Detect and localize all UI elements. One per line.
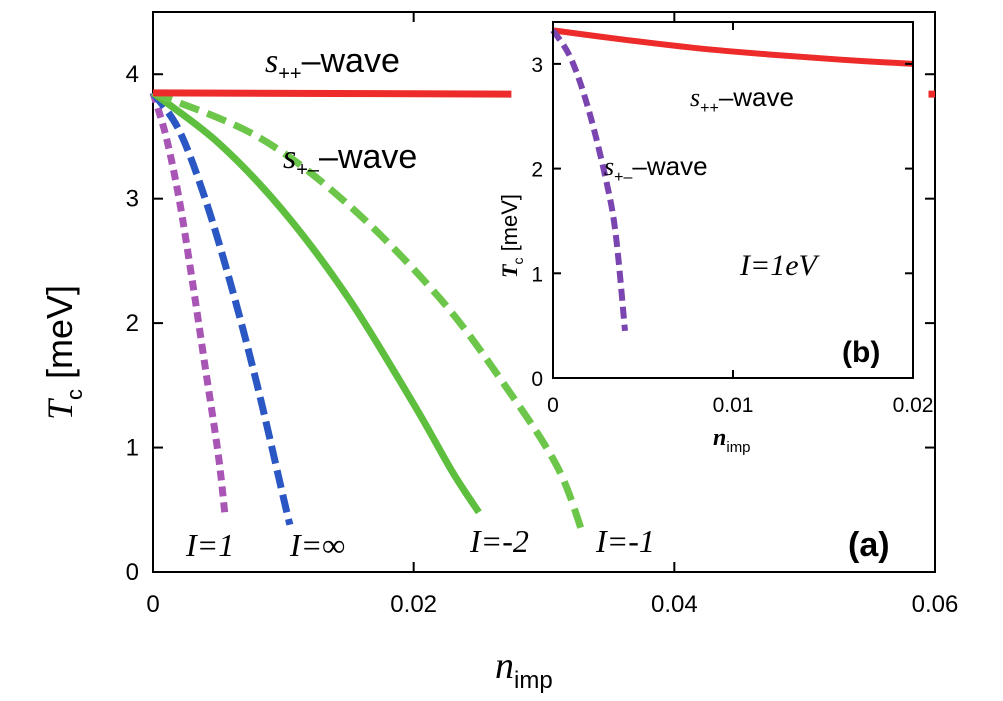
s-pm-text: –wave [319, 138, 417, 176]
series-line [149, 91, 229, 513]
inset-s-pp-sym: s [690, 83, 700, 112]
inset-s-pp-sub: ++ [700, 100, 719, 117]
y-tick-label: 2 [126, 310, 139, 337]
y-tick-label: 0 [126, 559, 139, 586]
inset-x-axis-label: nimp [713, 425, 751, 456]
inset-x-sub: imp [726, 439, 750, 456]
y-tick-label: 3 [126, 186, 139, 213]
y-tick-label: 1 [531, 263, 543, 286]
y-tick-label: 1 [126, 435, 139, 462]
label-Im1: I=-1 [595, 523, 655, 559]
inset-y-sub: c [510, 258, 526, 265]
x-tick-label: 0 [547, 394, 559, 417]
inset-s-pp-text: –wave [719, 82, 794, 112]
main-y-axis-label: Tc [meV] [39, 285, 87, 420]
inset-y-main: T [497, 263, 522, 278]
y-tick-label: 4 [126, 61, 139, 88]
inset-x-main: n [713, 425, 726, 451]
s-pm-sym: s [283, 139, 296, 176]
series-line [151, 89, 587, 536]
s-pm-sub: +– [296, 159, 320, 181]
label-Iinf: I=∞ [289, 527, 345, 563]
s-pp-label-inset: s++–wave [690, 82, 794, 117]
inset-y-axis-label: Tc [meV] [497, 194, 526, 278]
x-tick-label: 0 [146, 591, 159, 618]
main-y-unit: [meV] [39, 285, 80, 389]
inset-s-pm-text: –wave [632, 151, 707, 181]
series-line [150, 90, 294, 526]
y-tick-label: 3 [531, 54, 543, 77]
series-line [152, 89, 512, 98]
x-tick-label: 0.06 [912, 591, 959, 618]
s-pp-sym: s [265, 43, 278, 80]
s-pp-label-main: s++–wave [265, 42, 400, 85]
panel-label-b: (b) [842, 336, 880, 369]
inset-axis-ticks: 0 0.01 0.02 0 1 2 3 [531, 22, 933, 417]
inset-s-pm-sub: +– [614, 169, 632, 186]
x-tick-label: 0.04 [651, 591, 698, 618]
main-x-main: n [495, 645, 514, 687]
label-Im2: I=-2 [469, 523, 529, 559]
main-y-main: T [40, 397, 80, 420]
s-pm-label-main: s+––wave [283, 138, 417, 181]
inset-series-group [550, 27, 914, 332]
main-series-group [149, 89, 935, 536]
s-pm-label-inset: s+––wave [604, 151, 708, 186]
inset-s-pm-sym: s [604, 152, 614, 181]
y-tick-label: 2 [531, 159, 543, 182]
panel-label-a: (a) [848, 526, 890, 564]
label-I1eV: I=1eV [739, 249, 821, 282]
series-line [150, 90, 482, 515]
series-line [550, 28, 628, 332]
series-line [552, 27, 914, 67]
main-axis-ticks: 0 0.02 0.04 0.06 0 1 2 3 4 [126, 12, 959, 618]
y-tick-label: 0 [531, 368, 543, 391]
main-y-sub: c [62, 389, 87, 400]
main-plot-frame [152, 11, 936, 573]
main-x-sub: imp [514, 667, 553, 694]
x-tick-label: 0.02 [893, 394, 934, 417]
s-pp-text: –wave [302, 42, 400, 80]
inset-y-unit: [meV] [497, 194, 522, 258]
x-tick-label: 0.01 [713, 394, 754, 417]
label-I1: I=1 [185, 527, 234, 563]
x-tick-label: 0.02 [390, 591, 437, 618]
inset-background [553, 22, 913, 378]
main-x-axis-label: nimp [495, 645, 553, 694]
s-pp-sub: ++ [278, 63, 301, 85]
